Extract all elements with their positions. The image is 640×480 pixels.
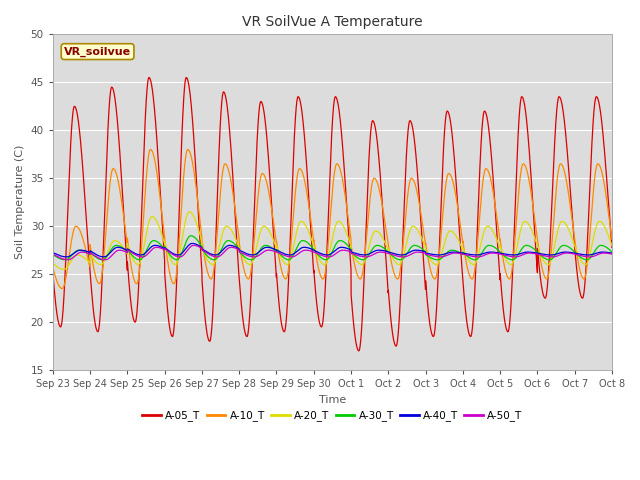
A-10_T [578, 273, 586, 279]
A-05_T [578, 295, 586, 300]
A-40_T [63, 254, 70, 260]
A-05_T [585, 214, 593, 220]
Line: A-10_T: A-10_T [53, 149, 612, 288]
A-20_T [458, 244, 465, 250]
A-30_T [458, 251, 465, 257]
A-05_T [314, 308, 321, 313]
A-50_T [239, 251, 247, 256]
A-40_T [314, 249, 321, 255]
A-50_T [64, 257, 72, 263]
A-20_T [578, 259, 586, 264]
A-20_T [186, 209, 193, 215]
Line: A-40_T: A-40_T [53, 243, 612, 257]
Line: A-50_T: A-50_T [53, 245, 612, 260]
A-10_T [147, 146, 154, 152]
A-30_T [239, 252, 247, 258]
A-30_T [187, 233, 195, 239]
A-05_T [49, 270, 57, 276]
Title: VR SoilVue A Temperature: VR SoilVue A Temperature [242, 15, 422, 29]
A-05_T [458, 261, 465, 267]
A-30_T [474, 256, 481, 262]
A-05_T [145, 74, 153, 80]
A-10_T [474, 241, 481, 247]
A-50_T [608, 251, 616, 257]
A-05_T [239, 316, 246, 322]
Text: VR_soilvue: VR_soilvue [64, 47, 131, 57]
A-30_T [585, 256, 593, 262]
A-50_T [49, 252, 57, 257]
Line: A-20_T: A-20_T [53, 212, 612, 269]
Y-axis label: Soil Temperature (C): Soil Temperature (C) [15, 145, 25, 259]
A-30_T [314, 252, 321, 257]
A-10_T [239, 262, 247, 268]
A-40_T [585, 252, 593, 258]
A-20_T [49, 260, 57, 266]
A-30_T [578, 255, 586, 261]
A-20_T [314, 253, 321, 259]
X-axis label: Time: Time [319, 395, 346, 405]
A-10_T [58, 286, 66, 291]
A-50_T [578, 253, 586, 259]
A-20_T [585, 257, 593, 263]
Line: A-30_T: A-30_T [53, 236, 612, 260]
A-10_T [458, 232, 465, 238]
A-05_T [474, 225, 481, 231]
A-40_T [474, 252, 481, 258]
A-10_T [585, 248, 593, 254]
A-20_T [60, 266, 67, 272]
A-40_T [458, 250, 465, 256]
A-20_T [474, 255, 481, 261]
A-30_T [61, 257, 69, 263]
A-10_T [49, 264, 57, 270]
A-10_T [314, 261, 321, 267]
A-50_T [458, 251, 465, 257]
A-50_T [190, 242, 198, 248]
A-10_T [608, 237, 616, 242]
A-50_T [585, 254, 593, 260]
Line: A-05_T: A-05_T [53, 77, 612, 351]
A-50_T [474, 254, 481, 260]
A-20_T [239, 254, 247, 260]
A-30_T [608, 249, 616, 255]
A-40_T [239, 249, 247, 255]
A-50_T [314, 251, 321, 256]
A-40_T [578, 252, 586, 257]
A-20_T [608, 243, 616, 249]
A-40_T [188, 240, 196, 246]
A-30_T [49, 252, 57, 257]
A-40_T [608, 250, 616, 256]
Legend: A-05_T, A-10_T, A-20_T, A-30_T, A-40_T, A-50_T: A-05_T, A-10_T, A-20_T, A-30_T, A-40_T, … [138, 406, 527, 425]
A-05_T [608, 245, 616, 251]
A-40_T [49, 250, 57, 255]
A-05_T [355, 348, 363, 354]
